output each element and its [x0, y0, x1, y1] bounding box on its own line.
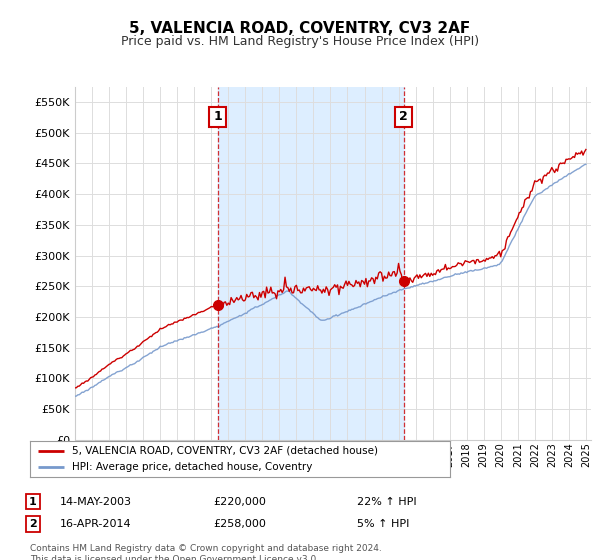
- Text: 5, VALENCIA ROAD, COVENTRY, CV3 2AF (detached house): 5, VALENCIA ROAD, COVENTRY, CV3 2AF (det…: [72, 446, 378, 455]
- Text: 1: 1: [29, 497, 37, 507]
- Text: Contains HM Land Registry data © Crown copyright and database right 2024.
This d: Contains HM Land Registry data © Crown c…: [30, 544, 382, 560]
- Text: 1: 1: [213, 110, 222, 123]
- Text: 16-APR-2014: 16-APR-2014: [60, 519, 131, 529]
- Text: 5% ↑ HPI: 5% ↑ HPI: [357, 519, 409, 529]
- Bar: [218, 87, 404, 440]
- Text: £258,000: £258,000: [213, 519, 266, 529]
- Text: £220,000: £220,000: [213, 497, 266, 507]
- Text: 2: 2: [399, 110, 408, 123]
- Text: 5, VALENCIA ROAD, COVENTRY, CV3 2AF: 5, VALENCIA ROAD, COVENTRY, CV3 2AF: [130, 21, 470, 36]
- Text: 14-MAY-2003: 14-MAY-2003: [60, 497, 132, 507]
- Text: HPI: Average price, detached house, Coventry: HPI: Average price, detached house, Cove…: [72, 463, 313, 472]
- Text: Price paid vs. HM Land Registry's House Price Index (HPI): Price paid vs. HM Land Registry's House …: [121, 35, 479, 48]
- Text: 22% ↑ HPI: 22% ↑ HPI: [357, 497, 416, 507]
- Text: 2: 2: [29, 519, 37, 529]
